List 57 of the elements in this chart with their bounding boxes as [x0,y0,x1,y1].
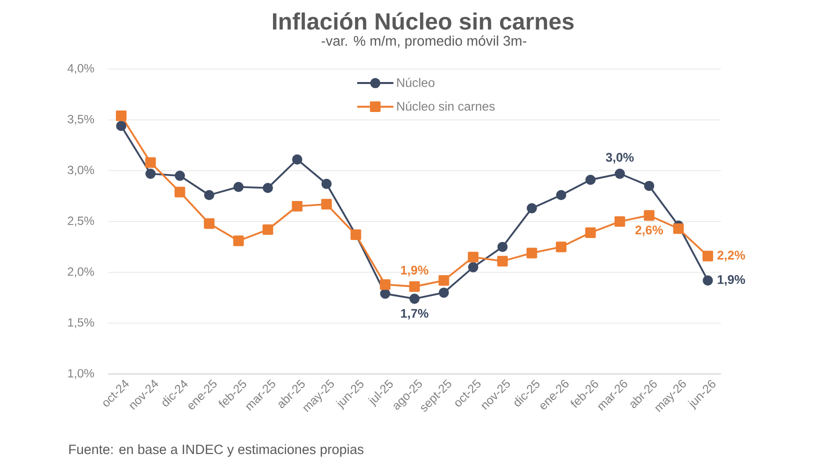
point [702,250,714,262]
data-label: 2,6% [635,226,664,236]
chart-subtitle: -var. % m/m, promedio móvil 3m- [322,35,526,49]
point [556,190,566,200]
point [702,275,713,286]
point [438,288,449,298]
y-tick-label: 3,5% [68,114,94,125]
point [174,186,186,198]
point [321,198,332,210]
point [204,218,214,229]
point [174,170,185,181]
point [409,281,420,292]
point [673,223,684,234]
source-note: Fuente: en base a INDEC y estimaciones propias [69,444,364,457]
point [556,242,566,252]
point [614,168,625,179]
point [145,157,156,168]
y-tick-label: 4,0% [68,64,94,74]
point [116,120,126,132]
point [292,200,302,212]
point [233,236,244,246]
point [644,210,654,221]
y-tick-label: 1,0% [68,369,94,379]
point [233,182,244,192]
point [262,182,273,194]
data-label: 2,2% [717,250,746,262]
data-label: 1,9% [718,275,746,286]
legend-label: Núcleo [397,78,434,88]
chart-title: Inflación Núcleo sin carnes [272,12,574,30]
point [614,216,626,227]
data-label: 3,0% [606,152,634,164]
point [116,110,126,122]
point [292,154,302,165]
point [468,252,478,262]
y-tick-label: 2,0% [68,267,94,278]
point [145,168,156,179]
data-label: 1,9% [401,266,428,276]
point [409,294,420,304]
point [497,242,508,252]
point [438,275,450,286]
point [204,190,214,200]
point [644,180,654,192]
point [585,227,596,238]
y-tick-label: 2,5% [68,216,94,226]
point [380,279,390,290]
point [585,174,596,185]
y-tick-label: 1,5% [68,318,94,328]
point [526,203,537,214]
point [321,178,332,189]
data-label: 1,7% [401,308,428,320]
y-tick-label: 3,0% [68,166,94,176]
point [468,262,478,272]
legend-label: Núcleo sin carnes [397,101,495,111]
point [497,256,508,266]
point [262,224,274,235]
point [526,248,538,258]
point [380,288,390,299]
